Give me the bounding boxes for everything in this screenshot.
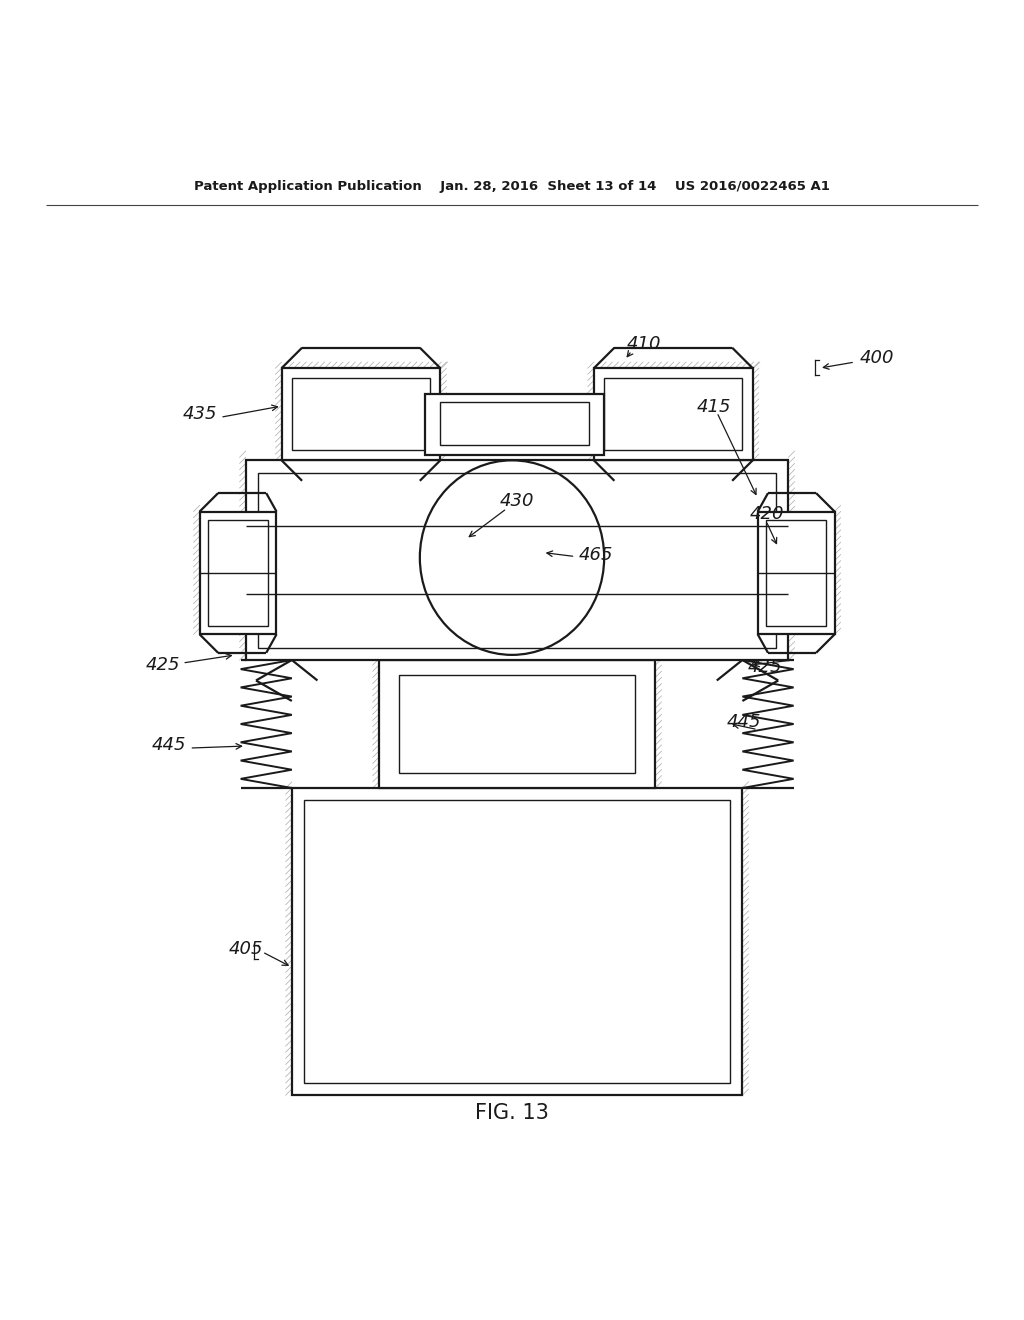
Text: 425: 425 (145, 656, 180, 675)
Bar (399, 676, 635, 772)
Text: 445: 445 (152, 737, 186, 754)
Text: 445: 445 (727, 713, 762, 730)
Bar (200, 512, 276, 635)
Bar (594, 368, 753, 461)
Bar (766, 520, 826, 626)
Text: FIG. 13: FIG. 13 (475, 1102, 549, 1122)
Bar (292, 788, 742, 1096)
Bar (604, 379, 742, 450)
Bar (425, 393, 604, 455)
Text: 425: 425 (748, 659, 782, 676)
Bar (246, 461, 788, 660)
Text: 410: 410 (627, 335, 662, 352)
Text: 420: 420 (750, 504, 784, 523)
Text: 435: 435 (182, 405, 217, 424)
Text: 465: 465 (579, 545, 613, 564)
Text: 400: 400 (860, 348, 895, 367)
Bar (758, 512, 835, 635)
Text: 405: 405 (228, 940, 263, 958)
Bar (208, 520, 268, 626)
Text: 415: 415 (696, 399, 731, 416)
Bar (440, 403, 589, 445)
Text: Patent Application Publication    Jan. 28, 2016  Sheet 13 of 14    US 2016/00224: Patent Application Publication Jan. 28, … (195, 181, 829, 194)
Bar (282, 368, 440, 461)
Bar (304, 800, 730, 1082)
Bar (379, 660, 655, 788)
Bar (292, 379, 430, 450)
Text: 430: 430 (500, 492, 535, 511)
Bar (258, 473, 776, 648)
